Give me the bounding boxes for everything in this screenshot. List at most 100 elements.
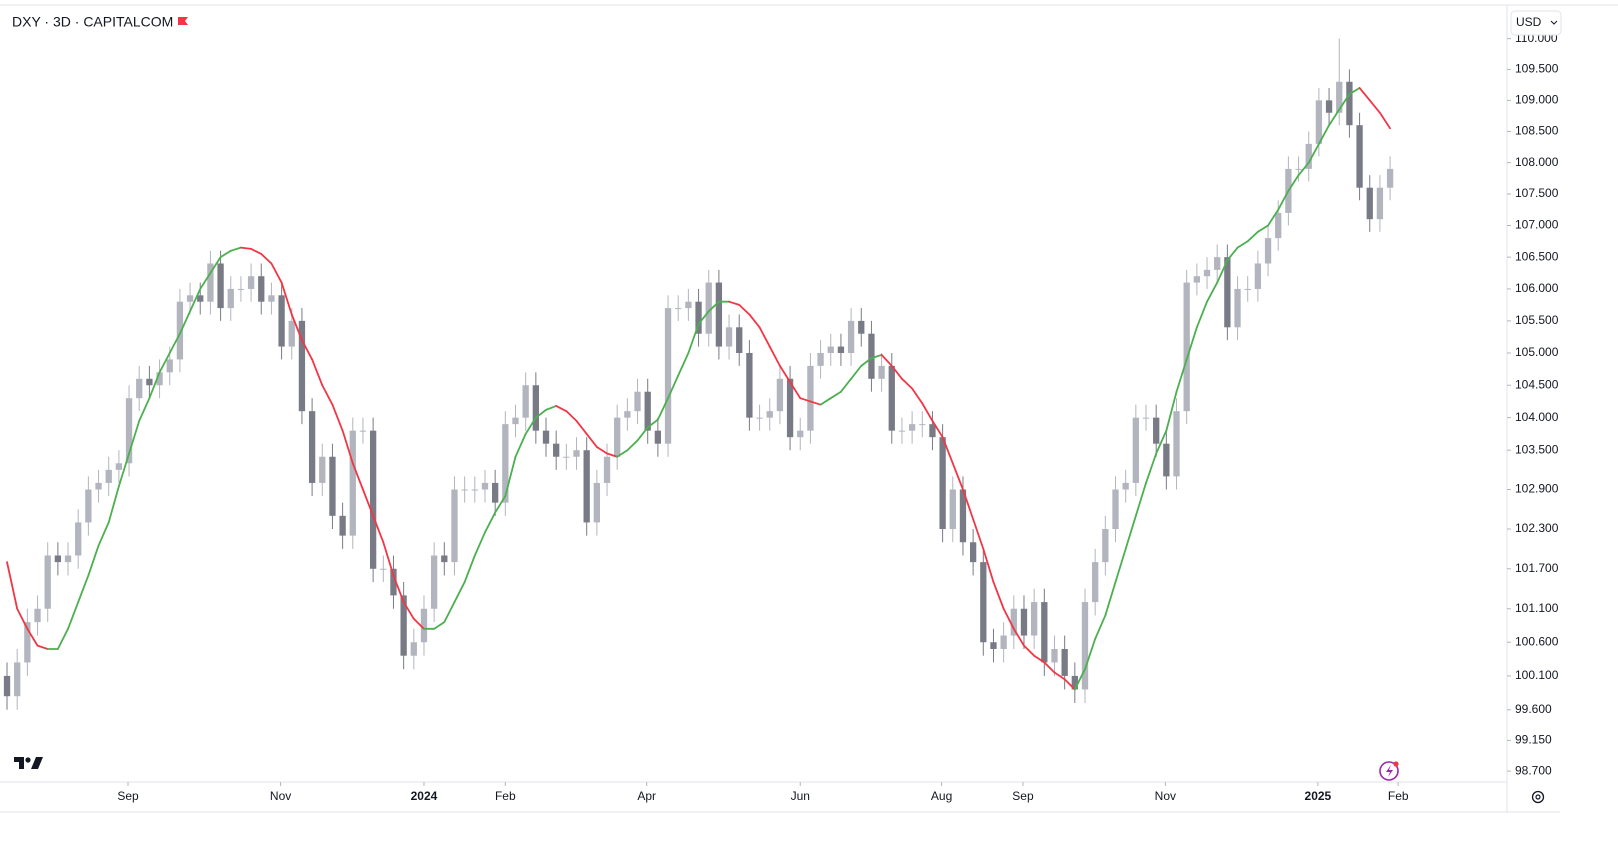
indicator-line xyxy=(840,377,852,393)
candle-body xyxy=(746,352,753,418)
y-tick-label: 99.600 xyxy=(1515,702,1552,716)
y-tick-label: 107.500 xyxy=(1515,186,1559,200)
y-tick-label: 108.500 xyxy=(1515,124,1559,138)
y-tick-label: 102.300 xyxy=(1515,521,1559,535)
candle-body xyxy=(1275,212,1282,239)
candle-body xyxy=(278,295,285,347)
candle-body xyxy=(919,424,926,426)
candle-body xyxy=(898,430,906,432)
indicator-line xyxy=(514,433,527,458)
candle-body xyxy=(1153,417,1160,444)
indicator-line xyxy=(1348,87,1361,96)
candle-body xyxy=(1030,602,1038,636)
indicator-line xyxy=(1328,108,1341,127)
indicator-line xyxy=(311,358,324,387)
indicator-line xyxy=(1297,161,1310,177)
indicator-line xyxy=(301,339,314,361)
indicator-line xyxy=(290,313,303,342)
indicator-line xyxy=(148,371,161,400)
indicator-line xyxy=(26,627,39,647)
candle-body xyxy=(553,443,560,457)
candle-body xyxy=(1051,648,1058,663)
x-tick-label: 2024 xyxy=(411,789,438,803)
candle-body xyxy=(319,456,326,483)
candle-body xyxy=(786,378,794,438)
candle-body xyxy=(685,301,692,309)
currency-button[interactable] xyxy=(1510,10,1562,36)
y-tick-label: 108.000 xyxy=(1515,155,1559,169)
candle-body xyxy=(3,675,11,697)
indicator-line xyxy=(667,374,680,400)
candle-body xyxy=(125,398,133,464)
x-tick-label: Nov xyxy=(270,789,291,803)
candle-body xyxy=(644,391,651,431)
indicator-line xyxy=(748,313,761,329)
indicator-line xyxy=(463,554,476,583)
flag-icon[interactable] xyxy=(178,17,188,25)
indicator-line xyxy=(1073,668,1086,691)
indicator-line xyxy=(16,607,29,630)
candle-body xyxy=(1214,257,1221,270)
candle-body xyxy=(725,327,733,347)
indicator-line xyxy=(168,332,181,354)
candle-body xyxy=(288,320,295,347)
indicator-line xyxy=(1318,124,1330,145)
candle-body xyxy=(1336,81,1343,113)
candle-body xyxy=(298,320,306,412)
currency-label[interactable]: USD xyxy=(1516,15,1542,29)
x-tick-label: Feb xyxy=(1388,789,1409,803)
indicator-line xyxy=(1002,607,1015,630)
candle-body xyxy=(583,450,590,523)
candle-body xyxy=(827,346,834,353)
indicator-line xyxy=(494,495,507,514)
indicator-line xyxy=(402,601,415,620)
indicator-line xyxy=(1185,326,1198,361)
candle-body xyxy=(339,515,346,536)
indicator-line xyxy=(1287,174,1300,192)
candle-body xyxy=(929,424,936,438)
indicator-line xyxy=(1256,224,1269,233)
indicator-line xyxy=(738,303,751,316)
candle-body xyxy=(34,608,41,623)
icon-dot xyxy=(1393,761,1399,767)
candle-body xyxy=(1092,562,1099,603)
indicator-line xyxy=(229,246,242,252)
candle-body xyxy=(492,482,499,503)
indicator-line xyxy=(1124,514,1137,550)
indicator-line xyxy=(1094,614,1107,640)
indicator-line xyxy=(250,247,263,255)
candle-body xyxy=(797,430,804,438)
candle-body xyxy=(75,522,82,556)
indicator-line xyxy=(534,408,547,419)
indicator-line xyxy=(799,397,812,403)
y-tick-label: 104.000 xyxy=(1515,410,1559,424)
candle-body xyxy=(593,482,601,523)
tradingview-logo[interactable] xyxy=(14,757,43,769)
indicator-line xyxy=(779,364,791,383)
candle-body xyxy=(1325,100,1333,113)
lightning-icon[interactable] xyxy=(1379,761,1399,781)
indicator-line xyxy=(565,410,578,422)
indicator-line xyxy=(1267,208,1280,227)
settings-icon[interactable] xyxy=(1531,790,1545,804)
candle-body xyxy=(481,482,489,490)
x-tick-label: Apr xyxy=(637,789,656,803)
candle-body xyxy=(166,359,173,373)
indicator-line xyxy=(240,246,252,250)
indicator-line xyxy=(1114,547,1127,583)
y-tick-label: 101.100 xyxy=(1515,601,1559,615)
indicator-line xyxy=(1368,99,1381,114)
symbol-title[interactable]: DXY · 3D · CAPITALCOM xyxy=(12,14,173,30)
header-backdrop xyxy=(4,12,200,34)
indicator-line xyxy=(1084,637,1097,671)
indicator-line xyxy=(138,397,151,422)
candle-body xyxy=(1376,187,1384,220)
indicator-line xyxy=(351,462,364,491)
indicator-line xyxy=(1216,259,1229,284)
candle-body xyxy=(369,430,377,569)
candle-body xyxy=(807,365,814,431)
y-tick-label: 99.150 xyxy=(1515,733,1552,747)
indicator-line xyxy=(575,420,588,435)
indicator-line xyxy=(1358,87,1371,102)
candle-body xyxy=(939,437,946,530)
